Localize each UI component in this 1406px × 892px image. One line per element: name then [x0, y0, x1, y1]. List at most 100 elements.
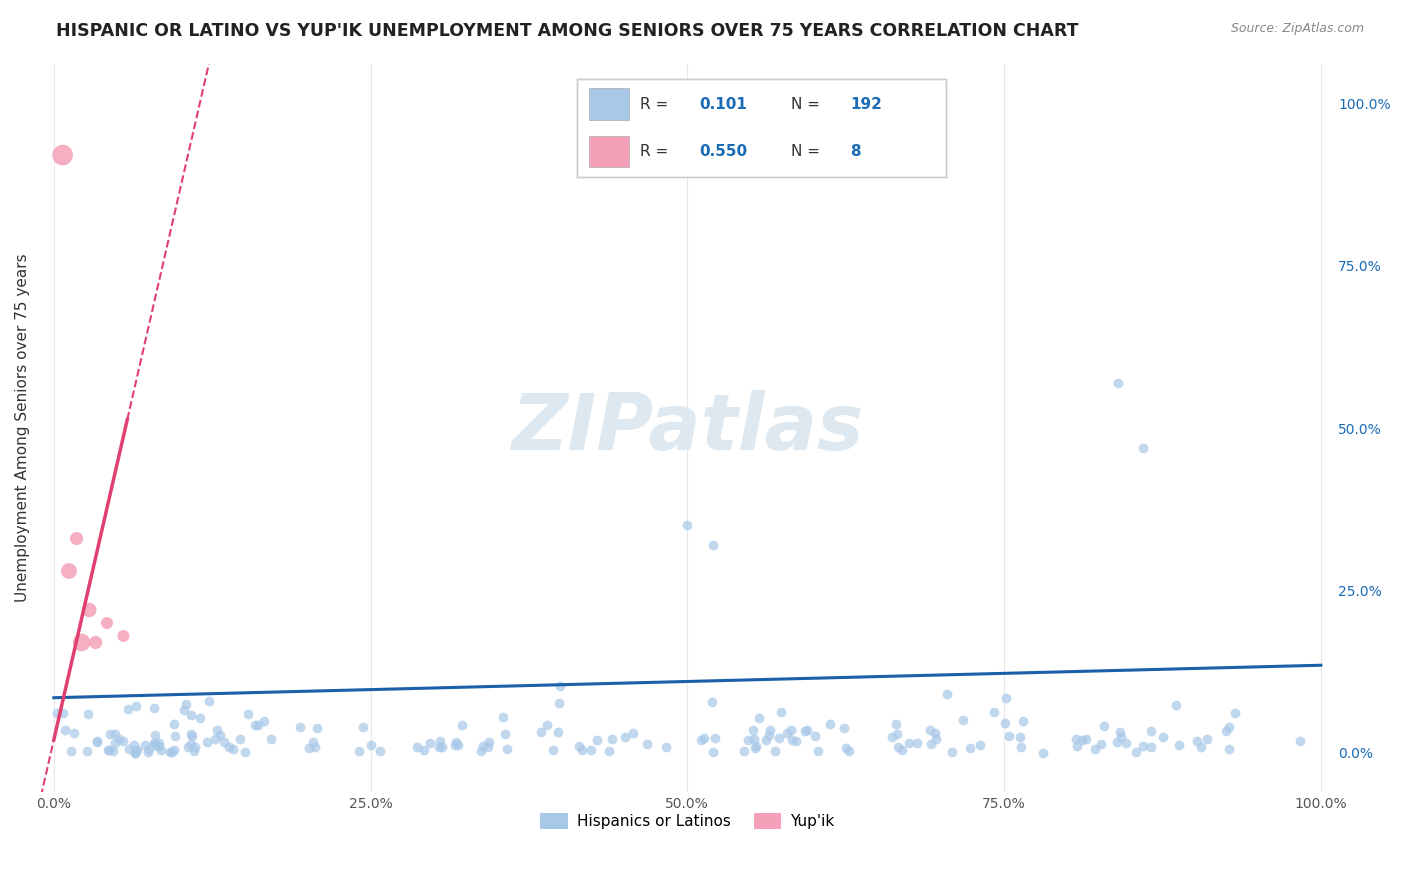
Text: Source: ZipAtlas.com: Source: ZipAtlas.com — [1230, 22, 1364, 36]
Point — [405, 740, 427, 755]
Point — [205, 723, 228, 738]
Point — [304, 739, 326, 754]
Point — [959, 740, 981, 755]
Point — [174, 697, 197, 711]
Point — [1084, 742, 1107, 756]
Point — [997, 729, 1019, 743]
Point — [1140, 740, 1163, 755]
Point — [547, 724, 569, 739]
Point — [1218, 720, 1240, 734]
Point — [246, 717, 269, 731]
Point — [530, 724, 553, 739]
Point — [887, 739, 910, 754]
Point — [98, 742, 121, 756]
Point — [1164, 698, 1187, 712]
Point — [1010, 739, 1032, 754]
Legend: Hispanics or Latinos, Yup'ik: Hispanics or Latinos, Yup'ik — [534, 807, 841, 835]
Point — [776, 726, 799, 740]
Point — [613, 730, 636, 744]
Point — [571, 743, 593, 757]
Point — [636, 737, 658, 751]
Point — [969, 738, 991, 752]
Point — [995, 690, 1018, 705]
Point — [184, 739, 207, 754]
Point — [924, 726, 946, 740]
Point — [77, 706, 100, 721]
Point — [124, 746, 146, 760]
Point — [427, 740, 450, 755]
Point — [204, 731, 226, 746]
Point — [785, 734, 807, 748]
Point — [1185, 734, 1208, 748]
Point — [780, 733, 803, 747]
Point — [1223, 706, 1246, 720]
Point — [744, 741, 766, 756]
Point — [450, 718, 472, 732]
Point — [125, 699, 148, 714]
Point — [298, 740, 321, 755]
Point — [834, 721, 856, 735]
Point — [97, 743, 120, 757]
Point — [1289, 734, 1312, 748]
Point — [163, 743, 186, 757]
Point — [419, 736, 441, 750]
Point — [259, 732, 281, 747]
Point — [183, 744, 205, 758]
Point — [1140, 724, 1163, 739]
Point — [53, 723, 76, 738]
Point — [236, 707, 259, 722]
Point — [143, 736, 166, 750]
Point — [471, 739, 494, 754]
Point — [413, 743, 436, 757]
Point — [180, 708, 202, 723]
Point — [77, 603, 100, 617]
Point — [46, 706, 69, 720]
Point — [305, 721, 328, 735]
Point — [173, 703, 195, 717]
Point — [1132, 739, 1154, 753]
Point — [159, 745, 181, 759]
Point — [347, 744, 370, 758]
Point — [880, 730, 903, 744]
Point — [742, 731, 765, 746]
Point — [548, 696, 571, 710]
Point — [188, 711, 211, 725]
Point — [233, 745, 256, 759]
Point — [104, 736, 127, 750]
Point — [1092, 719, 1115, 733]
Point — [702, 745, 724, 759]
Point — [780, 723, 803, 738]
Point — [134, 738, 156, 752]
Point — [983, 706, 1005, 720]
Point — [755, 733, 778, 747]
Point — [86, 733, 108, 747]
Point — [111, 734, 134, 748]
Point — [197, 694, 219, 708]
Point — [693, 731, 716, 746]
Point — [124, 746, 146, 760]
Point — [52, 148, 75, 162]
Point — [676, 518, 699, 533]
Point — [759, 723, 782, 737]
Point — [1107, 734, 1129, 748]
Point — [430, 739, 453, 754]
Point — [60, 744, 83, 758]
Point — [655, 740, 678, 755]
Point — [905, 736, 928, 750]
Point — [195, 735, 218, 749]
Point — [148, 736, 170, 750]
Point — [920, 723, 942, 738]
Point — [758, 728, 780, 742]
Point — [118, 741, 141, 756]
Point — [429, 734, 451, 748]
Point — [470, 743, 492, 757]
Point — [165, 730, 187, 744]
Point — [180, 737, 202, 751]
Point — [229, 731, 252, 746]
Point — [1066, 739, 1088, 754]
Point — [741, 723, 763, 737]
Point — [838, 743, 860, 757]
Point — [148, 739, 170, 753]
Point — [492, 710, 515, 724]
Y-axis label: Unemployment Among Seniors over 75 years: Unemployment Among Seniors over 75 years — [15, 253, 30, 602]
